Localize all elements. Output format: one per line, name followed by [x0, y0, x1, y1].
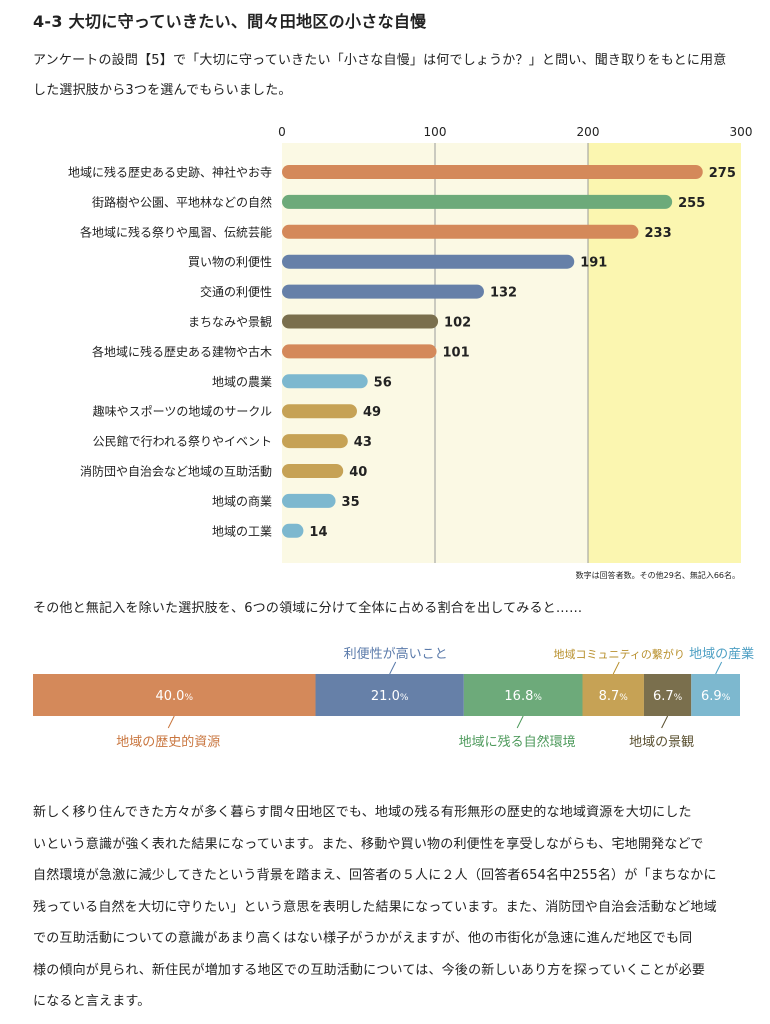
bar-value-label: 49	[363, 405, 381, 420]
bar-value-label: 14	[309, 525, 327, 540]
share-category-label: 地域の産業	[689, 646, 754, 662]
domain-share-chart: 40.0% 地域の歴史的資源 21.0% 利便性が高いこと 16.8% 地域に残る自然環境…	[33, 646, 754, 750]
bar	[282, 314, 439, 329]
share-category-label: 地域の景観	[629, 735, 694, 750]
x-tick-label: 100	[424, 125, 447, 139]
summary-line: 様の傾向が見られ、新住民が増加する地区での互助活動については、今後の新しいあり方…	[33, 962, 706, 978]
share-leader-line	[612, 661, 620, 675]
share-leader-line	[516, 715, 524, 729]
share-value-label: 16.8%	[504, 689, 542, 704]
share-segment	[643, 674, 692, 716]
share-value-label: 6.9%	[701, 689, 731, 704]
bar	[282, 254, 575, 269]
bar	[282, 344, 437, 359]
category-label: 地域の農業	[212, 375, 272, 389]
bar-value-label: 101	[443, 345, 470, 360]
share-leader-line	[715, 661, 723, 675]
bar	[282, 464, 344, 478]
bar-value-label: 233	[644, 226, 671, 241]
share-category-label: 地域に残る自然環境	[459, 734, 576, 750]
share-segment	[463, 674, 583, 716]
x-tick-label: 300	[730, 125, 753, 139]
bar	[282, 284, 484, 299]
share-segment	[582, 674, 644, 716]
category-label: 交通の利便性	[200, 284, 272, 299]
intro-line: した選択肢から3つを選んでもらいました。	[33, 83, 292, 98]
summary-line: 自然環境が急激に減少してきたという背景を踏まえ、回答者の５人に２人（回答者654…	[33, 868, 717, 883]
x-tick-label: 0	[278, 125, 286, 139]
bar	[282, 434, 348, 449]
category-label: 趣味やスポーツの地域のサークル	[93, 404, 272, 419]
bar-value-label: 102	[444, 316, 471, 331]
bar-value-label: 191	[580, 256, 607, 271]
share-lead-text: その他と無記入を除いた選択肢を、6つの領域に分けて全体に占める割合を出してみると…	[33, 601, 583, 616]
bar	[282, 224, 639, 239]
share-category-label: 利便性が高いこと	[344, 646, 448, 662]
category-label: 地域の商業	[212, 493, 272, 508]
bar	[282, 523, 304, 538]
intro-line: アンケートの設問【5】で「大切に守っていきたい「小さな自慢」は何でしょうか？」と…	[33, 53, 727, 68]
category-label: 地域に残る歴史ある史跡、神社やお寺	[68, 165, 272, 180]
respondent-bar-chart: 0 100 200 300 地域に残る歴史ある史跡、神社やお寺 275 街路樹や公園、平地林…	[68, 125, 753, 563]
summary-text: 新しく移り住んできた方々が多く暮らす間々田地区でも、地域の残る有形無形の歴史的な…	[33, 797, 748, 1018]
summary-line: での互助活動についての意識があまり高くはない様子がうかがえますが、他の市街化が急…	[33, 931, 693, 946]
category-label: 各地域に残る祭りや風習、伝統芸能	[80, 224, 272, 239]
bar	[282, 493, 336, 508]
share-leader-line	[661, 715, 669, 729]
bar-value-label: 132	[490, 286, 517, 301]
category-label: 各地域に残る歴史ある建物や古木	[92, 344, 272, 359]
share-segment	[315, 674, 464, 716]
share-value-label: 8.7%	[599, 689, 629, 704]
bar-value-label: 35	[342, 495, 360, 510]
share-segment	[33, 674, 316, 716]
summary-line: いという意識が強く表れた結果になっています。また、移動や買い物の利便性を享受しな…	[33, 836, 704, 852]
category-label: 買い物の利便性	[188, 255, 272, 269]
bar	[282, 374, 368, 389]
plot-background-highlight	[588, 143, 741, 563]
category-label: 街路樹や公園、平地林などの自然	[92, 194, 272, 209]
bar-value-label: 43	[354, 435, 372, 450]
category-label: 地域の工業	[212, 524, 272, 538]
page-title: 4-3 大切に守っていきたい、間々田地区の小さな自慢	[33, 12, 427, 31]
bar	[282, 165, 703, 179]
share-value-label: 6.7%	[653, 689, 683, 704]
chart-footnote: 数字は回答者数。その他29名、無記入66名。	[575, 571, 740, 580]
share-category-label: 地域の歴史的資源	[116, 734, 220, 750]
share-category-label: 地域コミュニティの繋がり	[554, 647, 685, 661]
share-value-label: 40.0%	[156, 689, 194, 704]
bar-value-label: 275	[709, 166, 736, 181]
category-label: まちなみや景観	[188, 315, 272, 329]
summary-line: 新しく移り住んできた方々が多く暮らす間々田地区でも、地域の残る有形無形の歴史的な…	[33, 805, 692, 820]
category-label: 公民館で行われる祭りやイベント	[93, 434, 272, 449]
summary-line: になると言えます。	[33, 994, 151, 1009]
bar	[282, 194, 673, 209]
share-value-label: 21.0%	[371, 689, 409, 704]
summary-line: 残っている自然を大切に守りたい」という意思を表明した結果になっています。また、消…	[33, 899, 717, 915]
category-label: 消防団や自治会など地域の互助活動	[80, 464, 272, 479]
bar-value-label: 255	[678, 196, 705, 211]
share-leader-line	[389, 661, 397, 675]
x-tick-label: 200	[577, 125, 600, 139]
bar	[282, 404, 357, 419]
bar-value-label: 56	[374, 375, 392, 390]
intro-text: アンケートの設問【5】で「大切に守っていきたい「小さな自慢」は何でしょうか？」と…	[33, 46, 753, 106]
share-leader-line	[167, 715, 175, 729]
share-segment	[691, 674, 740, 716]
bar-value-label: 40	[349, 465, 367, 480]
